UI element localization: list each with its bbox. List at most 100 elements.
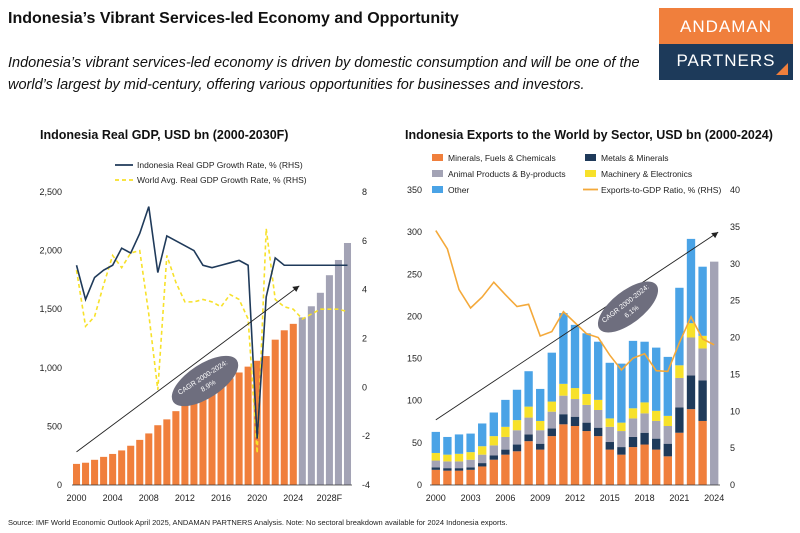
gdp-bar (100, 456, 108, 485)
exports-y-tick-label: 0 (417, 480, 422, 490)
exports-bar-segment (478, 463, 487, 467)
exports-legend-label: Exports-to-GDP Ratio, % (RHS) (601, 185, 721, 195)
exports-bar-segment (675, 407, 684, 433)
exports-bar-segment (466, 433, 475, 453)
exports-bar-segment (501, 426, 510, 437)
exports-bar-segment (559, 313, 568, 384)
gdp-y2-tick-label: -4 (362, 480, 370, 490)
gdp-bar (334, 259, 342, 485)
exports-legend-swatch (585, 170, 596, 177)
exports-bar-segment (512, 444, 522, 452)
gdp-y-tick-label: 0 (57, 480, 62, 490)
gdp-bar (280, 330, 288, 485)
gdp-chart-title: Indonesia Real GDP, USD bn (2000-2030F) (40, 128, 289, 142)
exports-bar-segment (547, 401, 556, 412)
exports-x-tick-label: 2003 (461, 493, 481, 503)
gdp-bar (72, 463, 81, 485)
page-title: Indonesia’s Vibrant Services-led Economy… (8, 10, 459, 27)
exports-bar-segment (698, 348, 707, 381)
gdp-bar (199, 395, 207, 485)
exports-bar-segment (489, 412, 498, 437)
exports-x-tick-label: 2024 (704, 493, 724, 503)
exports-bar-segment (570, 426, 580, 485)
gdp-y-tick-label: 2,500 (39, 187, 62, 197)
gdp-bar (109, 453, 117, 485)
exports-legend-label: Minerals, Fuels & Chemicals (448, 153, 556, 163)
exports-bar-segment (512, 451, 522, 485)
exports-legend-label: Machinery & Electronics (601, 169, 692, 179)
gdp-bar (181, 404, 189, 485)
gdp-x-tick-label: 2028F (317, 493, 343, 503)
exports-bar-segment (443, 470, 452, 485)
gdp-y-tick-label: 500 (47, 421, 62, 431)
exports-bar-segment (547, 428, 556, 437)
gdp-bar (91, 459, 99, 485)
exports-bar-segment (559, 395, 568, 415)
gdp-bar (244, 366, 252, 485)
exports-y2-tick-label: 35 (730, 222, 740, 232)
exports-bar-segment (663, 443, 672, 457)
exports-cagr-ellipse (597, 281, 659, 333)
exports-bar-segment (524, 441, 533, 485)
exports-bar-segment (431, 469, 440, 485)
exports-bar-segment (431, 431, 440, 453)
gdp-x-tick-label: 2012 (175, 493, 195, 503)
gdp-bar (316, 292, 324, 485)
exports-gdp-ratio-line (435, 230, 715, 373)
source-note: Source: IMF World Economic Outlook April… (8, 518, 508, 527)
exports-bar-segment (582, 404, 591, 423)
exports-y-tick-label: 250 (407, 269, 422, 279)
exports-bar-segment (605, 426, 614, 443)
exports-bar-segment (652, 410, 661, 421)
exports-bar-segment (663, 456, 672, 485)
exports-x-tick-label: 2012 (565, 493, 585, 503)
exports-bar-segment (594, 341, 603, 400)
exports-legend-swatch (432, 186, 443, 193)
exports-bar-segment (628, 447, 638, 485)
exports-bar-segment (547, 352, 556, 402)
gdp-y-tick-label: 1,000 (39, 363, 62, 373)
exports-bar-segment (454, 468, 464, 471)
exports-bar-segment (628, 418, 638, 437)
exports-bar-segment (501, 454, 510, 485)
exports-y2-tick-label: 0 (730, 480, 735, 490)
exports-bar-segment (489, 459, 498, 485)
exports-bar-segment (652, 438, 661, 450)
exports-bar-segment (605, 442, 614, 450)
exports-y2-tick-label: 10 (730, 406, 740, 416)
exports-bar-segment (605, 362, 614, 419)
gdp-bar (190, 400, 198, 485)
gdp-bar (307, 306, 315, 485)
gdp-bar (208, 390, 216, 485)
exports-bar-segment (582, 393, 591, 405)
exports-bar-segment (710, 261, 719, 485)
exports-bar-segment (605, 449, 614, 485)
exports-y-tick-label: 100 (407, 396, 422, 406)
gdp-y-tick-label: 2,000 (39, 246, 62, 256)
gdp-y2-tick-label: 0 (362, 382, 367, 392)
exports-bar-segment (605, 418, 614, 427)
exports-bar-segment (686, 323, 696, 338)
exports-bar-segment (466, 452, 475, 460)
exports-bar-segment (501, 436, 510, 450)
gdp-y2-tick-label: 6 (362, 236, 367, 246)
gdp-bar (253, 360, 261, 485)
exports-bar-segment (675, 287, 684, 366)
gdp-y2-tick-label: -2 (362, 431, 370, 441)
exports-bar-segment (478, 446, 487, 455)
gdp-bar (235, 372, 243, 485)
exports-bar-segment (489, 445, 498, 456)
exports-bar-segment (536, 449, 545, 485)
exports-bar-segment (582, 431, 591, 485)
gdp-bar (271, 339, 279, 485)
exports-bar-segment (559, 424, 568, 485)
exports-y-tick-label: 150 (407, 354, 422, 364)
logo-line1: ANDAMAN (659, 8, 793, 44)
exports-bar-segment (524, 371, 533, 407)
exports-bar-segment (489, 455, 498, 460)
exports-bar-segment (652, 449, 661, 485)
exports-bar-segment (512, 389, 522, 421)
exports-bar-segment (698, 420, 707, 485)
exports-bar-segment (524, 406, 533, 418)
world-growth-line (75, 228, 348, 454)
